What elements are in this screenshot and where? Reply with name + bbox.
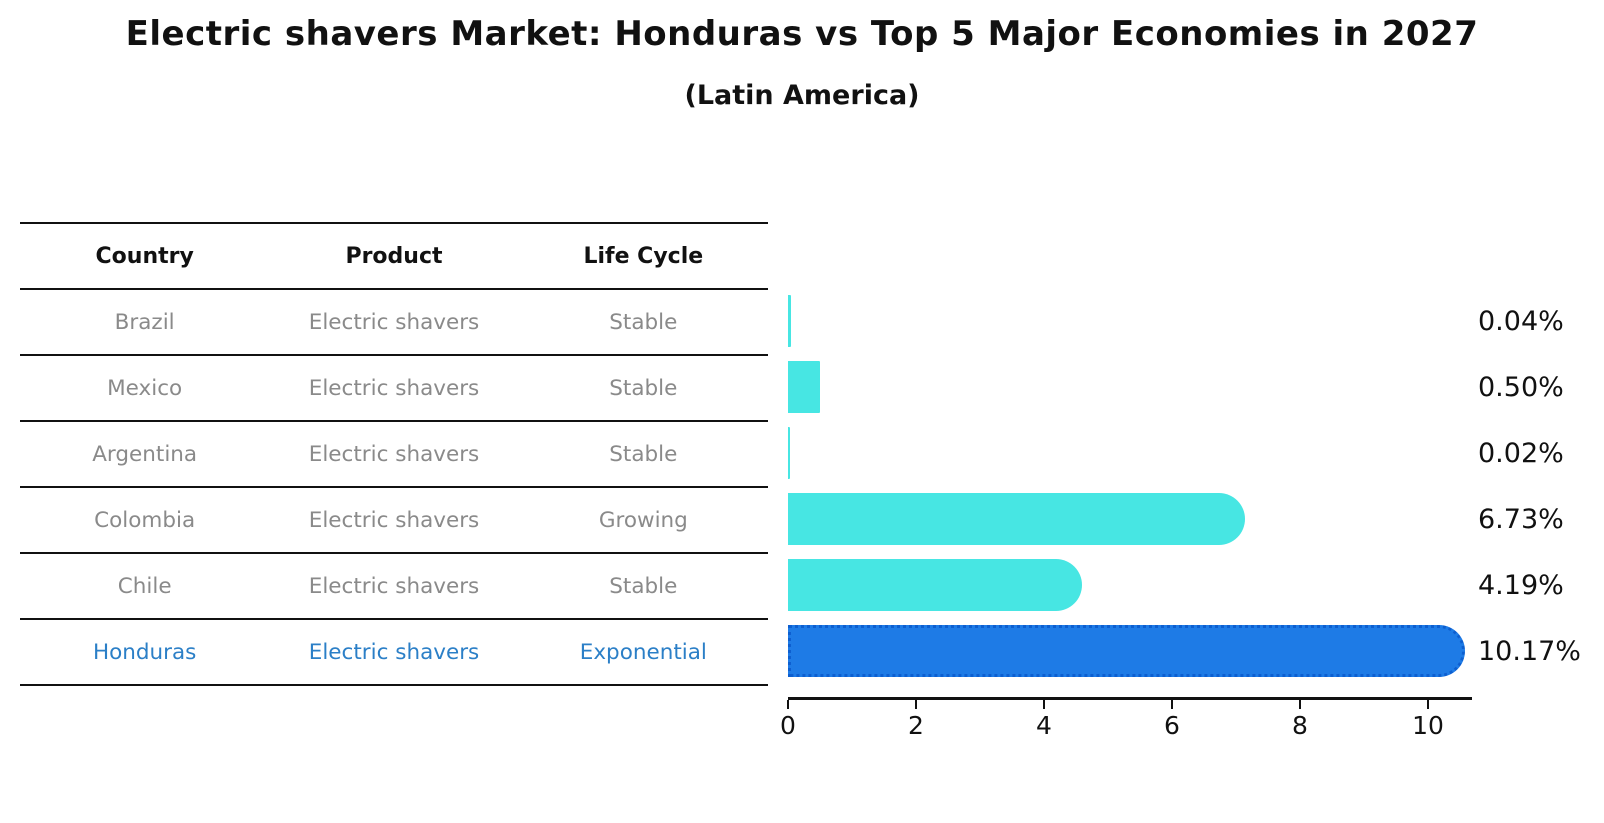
axis-tick bbox=[787, 700, 789, 709]
cell-life-cycle: Exponential bbox=[579, 639, 707, 665]
bar-row bbox=[788, 552, 1478, 618]
bar bbox=[788, 493, 1245, 545]
header-cell: Product bbox=[345, 243, 443, 269]
axis-tick bbox=[1299, 700, 1301, 709]
data-table: Country Product Life Cycle Brazil Electric … bbox=[20, 222, 768, 686]
cell-product: Electric shavers bbox=[308, 507, 480, 533]
cell-country: Honduras bbox=[92, 639, 197, 665]
table-row: Mexico Electric shavers Stable bbox=[20, 356, 768, 422]
bar bbox=[788, 427, 790, 479]
cell-country: Colombia bbox=[94, 507, 196, 533]
bar-chart bbox=[788, 288, 1478, 684]
cell-product: Electric shavers bbox=[308, 639, 480, 665]
bar-row bbox=[788, 288, 1478, 354]
page-subtitle: (Latin America) bbox=[684, 80, 920, 111]
page-title: Electric shavers Market: Honduras vs Top… bbox=[125, 14, 1479, 54]
tick-label: 8 bbox=[1292, 711, 1308, 740]
cell-product: Electric shavers bbox=[308, 441, 480, 467]
table-row: Brazil Electric shavers Stable bbox=[20, 290, 768, 356]
tick-label: 10 bbox=[1412, 711, 1444, 740]
cell-country: Chile bbox=[117, 573, 172, 599]
value-label: 0.50% bbox=[1478, 371, 1564, 403]
cell-product: Electric shavers bbox=[308, 573, 480, 599]
cell-life-cycle: Stable bbox=[609, 573, 678, 599]
tick-label: 2 bbox=[908, 711, 924, 740]
axis-tick bbox=[915, 700, 917, 709]
cell-life-cycle: Stable bbox=[609, 441, 678, 467]
bar-row bbox=[788, 618, 1478, 684]
value-label: 10.17% bbox=[1478, 635, 1581, 667]
axis-tick bbox=[1171, 700, 1173, 709]
tick-label: 0 bbox=[780, 711, 796, 740]
cell-product: Electric shavers bbox=[308, 309, 480, 335]
table-row: Honduras Electric shavers Exponential bbox=[20, 620, 768, 686]
cell-product: Electric shavers bbox=[308, 375, 480, 401]
table-row: Colombia Electric shavers Growing bbox=[20, 488, 768, 554]
axis-tick bbox=[1043, 700, 1045, 709]
tick-label: 4 bbox=[1036, 711, 1052, 740]
value-label: 4.19% bbox=[1478, 569, 1564, 601]
bar bbox=[788, 559, 1083, 611]
cell-life-cycle: Growing bbox=[598, 507, 688, 533]
value-label-column: 0.04% 0.50% 0.02% 6.73% 4.19% 10.17% bbox=[1478, 288, 1604, 684]
value-label: 0.02% bbox=[1478, 437, 1564, 469]
bar-highlight bbox=[788, 625, 1465, 677]
cell-life-cycle: Stable bbox=[609, 309, 678, 335]
cell-country: Argentina bbox=[92, 441, 198, 467]
header-cell: Country bbox=[95, 243, 194, 269]
cell-country: Brazil bbox=[114, 309, 175, 335]
table-body: Brazil Electric shavers Stable Mexico Electr… bbox=[20, 290, 768, 686]
table-row: Chile Electric shavers Stable bbox=[20, 554, 768, 620]
value-label: 0.04% bbox=[1478, 305, 1564, 337]
bar-row bbox=[788, 354, 1478, 420]
tick-label: 6 bbox=[1164, 711, 1180, 740]
cell-country: Mexico bbox=[107, 375, 183, 401]
bar-row bbox=[788, 420, 1478, 486]
value-label: 6.73% bbox=[1478, 503, 1564, 535]
table-row: Argentina Electric shavers Stable bbox=[20, 422, 768, 488]
cell-life-cycle: Stable bbox=[609, 375, 678, 401]
x-axis: 0 2 4 6 8 10 bbox=[780, 697, 1472, 740]
axis-tick bbox=[1427, 700, 1429, 709]
bar-row bbox=[788, 486, 1478, 552]
x-axis-line bbox=[788, 697, 1472, 700]
header-cell: Life Cycle bbox=[583, 243, 704, 269]
bar bbox=[788, 295, 791, 347]
bar bbox=[788, 361, 820, 413]
table-header: Country Product Life Cycle bbox=[20, 222, 768, 290]
